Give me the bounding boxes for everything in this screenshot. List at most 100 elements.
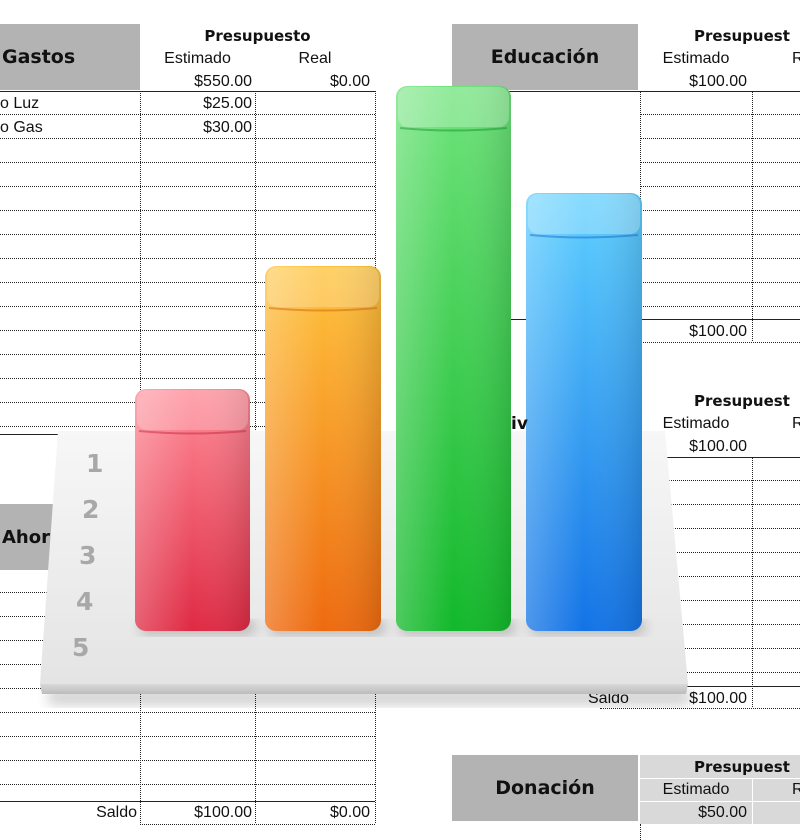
tick-label: 4 [76, 587, 93, 616]
ahorro-saldo-label: Saldo [96, 804, 137, 821]
grid-line [0, 354, 375, 355]
tick-label: 3 [79, 541, 96, 570]
middle-title: iv [511, 414, 528, 434]
educacion-value[interactable]: $100.00 [689, 73, 747, 90]
gastos-row-estimated[interactable]: $25.00 [203, 95, 252, 112]
grid-line [140, 91, 141, 434]
donacion-band [640, 755, 800, 778]
grid-line [640, 186, 800, 187]
gastos-total-real[interactable]: $0.00 [329, 73, 370, 90]
grid-line [0, 712, 375, 713]
grid-line [0, 306, 375, 307]
donacion-value[interactable]: $50.00 [698, 804, 747, 821]
gastos-total-estimated[interactable]: $550.00 [194, 73, 252, 90]
table-rule [640, 457, 800, 458]
grid-line [255, 690, 256, 823]
grid-line [0, 282, 375, 283]
grid-line [640, 824, 641, 840]
grid-line [640, 258, 800, 259]
grid-line [640, 648, 800, 649]
grid-line [0, 138, 375, 139]
ahorro-saldo-real[interactable]: $0.00 [329, 804, 370, 821]
grid-line [0, 258, 375, 259]
donacion-title: Donación [495, 777, 595, 799]
gastos-col-estimated: Estimado [164, 50, 231, 67]
donacion-budget-heading: Presupuest [694, 758, 790, 776]
grid-line [752, 91, 753, 341]
grid-line [375, 690, 376, 823]
grid-line [640, 210, 800, 211]
grid-line [0, 378, 375, 379]
grid-line [640, 624, 800, 625]
grid-line [640, 234, 800, 235]
grid-line [640, 114, 800, 115]
grid-line [640, 576, 800, 577]
grid-line [0, 784, 375, 785]
table-rule [452, 91, 800, 92]
donacion-header[interactable]: Donación [452, 755, 638, 821]
grid-line [0, 760, 375, 761]
bar-green [396, 86, 511, 631]
grid-line [640, 504, 800, 505]
middle-col-estimated: Estimado [662, 415, 730, 432]
grid-line [140, 690, 141, 823]
donacion-band [753, 779, 800, 801]
middle-value[interactable]: $100.00 [689, 438, 747, 455]
chart-base-edge [40, 684, 688, 694]
grid-line [600, 708, 800, 709]
grid-line [640, 672, 800, 673]
middle-budget-heading: Presupuest [694, 392, 790, 410]
tick-label: 2 [82, 495, 99, 524]
educacion-col-estimated: Estimado [662, 50, 730, 67]
table-rule [500, 319, 800, 320]
gastos-col-real: Real [298, 50, 332, 67]
grid-line [0, 186, 375, 187]
ahorro-title: Ahor [2, 526, 50, 548]
table-rule [0, 91, 375, 92]
gastos-row-estimated[interactable]: $30.00 [203, 119, 252, 136]
grid-line [0, 234, 375, 235]
gastos-header[interactable]: Gastos [0, 24, 140, 90]
gastos-title: Gastos [2, 46, 76, 68]
bar-red [135, 389, 250, 631]
educacion-header[interactable]: Educación [452, 24, 638, 90]
grid-line [640, 528, 800, 529]
grid-line [0, 114, 375, 115]
donacion-band [753, 802, 800, 824]
grid-line [752, 457, 753, 707]
educacion-total[interactable]: $100.00 [689, 323, 747, 340]
gastos-row-item[interactable]: o Luz [0, 95, 40, 112]
grid-line [640, 138, 800, 139]
grid-line [640, 480, 800, 481]
bar-orange [265, 266, 381, 631]
tick-label: 5 [72, 633, 89, 662]
ahorro-saldo-estimated[interactable]: $100.00 [194, 804, 252, 821]
grid-line [140, 824, 375, 825]
grid-line [0, 210, 375, 211]
gastos-budget-heading: Presupuesto [204, 27, 311, 45]
grid-line [0, 736, 375, 737]
educacion-title: Educación [490, 46, 600, 68]
gastos-row-item[interactable]: o Gas [0, 119, 43, 136]
y-axis-ticks: 1 2 3 4 5 [72, 449, 103, 662]
educacion-col-real: R [792, 50, 800, 67]
grid-line [640, 306, 800, 307]
bar-blue [526, 193, 642, 631]
grid-line [640, 162, 800, 163]
grid-line [640, 600, 800, 601]
donacion-band [640, 802, 752, 824]
grid-line [375, 91, 376, 434]
educacion-budget-heading: Presupuest [694, 27, 790, 45]
donacion-col-estimated: Estimado [662, 781, 730, 798]
grid-line [255, 91, 256, 434]
grid-line [640, 282, 800, 283]
grid-line [0, 162, 375, 163]
grid-line [640, 552, 800, 553]
grid-line [0, 330, 375, 331]
table-rule [0, 801, 375, 802]
middle-saldo-value[interactable]: $100.00 [689, 690, 747, 707]
donacion-col-real: R [792, 781, 800, 798]
donacion-band [640, 779, 752, 801]
